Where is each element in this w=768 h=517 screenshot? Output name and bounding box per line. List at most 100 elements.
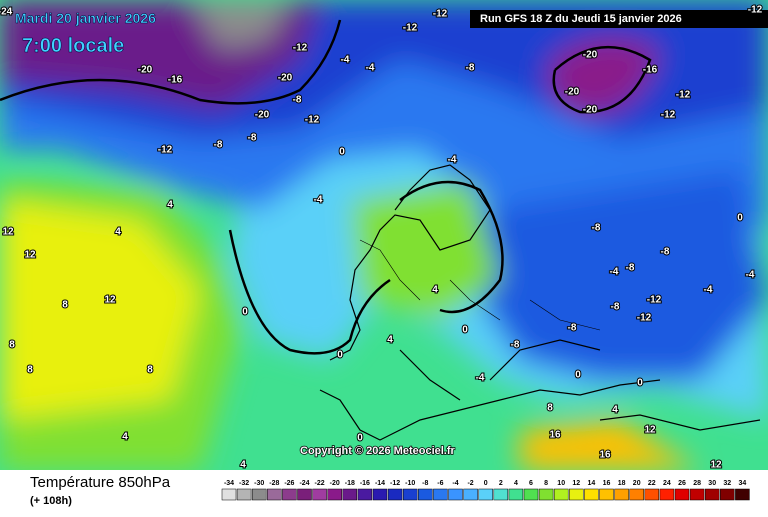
contour-label: 12 xyxy=(710,460,722,471)
scale-swatch xyxy=(599,488,614,501)
contour-label: -4 xyxy=(476,373,485,384)
scale-tick-label: 18 xyxy=(618,480,626,487)
contour-label: 4 xyxy=(612,405,618,416)
contour-label: -4 xyxy=(314,195,323,206)
scale-tick-label: 6 xyxy=(529,480,533,487)
contour-label: -4 xyxy=(448,155,457,166)
contour-label: -16 xyxy=(168,75,183,86)
scale-swatch xyxy=(357,488,373,501)
contour-label: -12 xyxy=(305,115,320,126)
scale-swatch xyxy=(236,488,252,501)
scale-tick-label: -32 xyxy=(239,480,249,487)
contour-label: -20 xyxy=(138,65,153,76)
scale-swatch xyxy=(221,488,237,501)
contour-label: 4 xyxy=(115,227,121,238)
scale-tick-label: 26 xyxy=(678,480,686,487)
contour-label: 16 xyxy=(599,450,611,461)
scale-swatch xyxy=(478,488,493,501)
contour-label: -8 xyxy=(626,263,635,274)
scale-swatch xyxy=(463,488,478,501)
contour-label: -12 xyxy=(748,5,763,16)
contour-label: 4 xyxy=(387,335,393,346)
scale-tick-label: 22 xyxy=(648,480,656,487)
scale-tick-label: 8 xyxy=(544,480,548,487)
contour-label: -12 xyxy=(158,145,173,156)
contour-label: -12 xyxy=(403,23,418,34)
contour-label: -12 xyxy=(676,90,691,101)
scale-tick-label: 12 xyxy=(572,480,580,487)
scale-swatch xyxy=(659,488,675,501)
scale-swatch xyxy=(493,488,509,501)
scale-tick-label: -10 xyxy=(405,480,415,487)
contour-label: -12 xyxy=(433,9,448,20)
scale-tick-label: -30 xyxy=(254,480,264,487)
contour-label: -8 xyxy=(466,63,475,74)
scale-tick-label: 0 xyxy=(484,480,488,487)
scale-tick-label: 14 xyxy=(588,480,596,487)
contour-label: 12 xyxy=(104,295,116,306)
scale-swatch xyxy=(674,488,690,501)
scale-swatch xyxy=(402,488,418,501)
scale-tick-label: 20 xyxy=(633,480,641,487)
scale-swatch xyxy=(553,488,569,501)
contour-label: -12 xyxy=(647,295,662,306)
scale-swatch xyxy=(387,488,403,501)
contour-label: -8 xyxy=(511,340,520,351)
contour-label: 12 xyxy=(2,227,14,238)
scale-swatch xyxy=(508,488,524,501)
scale-tick-label: 34 xyxy=(739,480,747,487)
contour-label: -12 xyxy=(637,313,652,324)
contour-label: 12 xyxy=(24,250,36,261)
scale-swatch xyxy=(372,488,388,501)
scale-tick-label: 24 xyxy=(663,480,671,487)
contour-label: -12 xyxy=(661,110,676,121)
scale-tick-label: -22 xyxy=(315,480,325,487)
map-date: Mardi 20 janvier 2026 xyxy=(15,10,156,26)
contour-label: -24 xyxy=(0,7,13,18)
scale-swatch xyxy=(644,488,660,501)
contour-label: 4 xyxy=(167,200,173,211)
contour-label: 8 xyxy=(147,365,153,376)
contour-label: -20 xyxy=(278,73,293,84)
color-scale: -34 -32 -30 -28 -26 -24 -22 -20 -18 -16 -14 -12 -10-… xyxy=(221,480,750,501)
scale-tick-label: 30 xyxy=(708,480,716,487)
contour-label: -16 xyxy=(643,65,658,76)
contour-label: -20 xyxy=(583,50,598,61)
contour-label: -20 xyxy=(583,105,598,116)
contour-label: -20 xyxy=(255,110,270,121)
contour-label: 4 xyxy=(122,432,128,443)
contour-label: 0 xyxy=(242,307,248,318)
contour-label: 12 xyxy=(644,425,656,436)
scale-swatch xyxy=(735,488,750,501)
contour-label: -8 xyxy=(248,133,257,144)
scale-tick-label: -12 xyxy=(390,480,400,487)
contour-label: 0 xyxy=(637,378,643,389)
scale-swatch xyxy=(297,488,312,501)
contour-label: 8 xyxy=(547,403,553,414)
contour-label: -8 xyxy=(293,95,302,106)
contour-label: 0 xyxy=(575,370,581,381)
contour-label: -4 xyxy=(366,63,375,74)
scale-swatch xyxy=(569,488,584,501)
scale-tick-label: 16 xyxy=(603,480,611,487)
scale-swatch xyxy=(720,488,735,501)
scale-swatch xyxy=(704,488,720,501)
scale-tick-label: -26 xyxy=(284,480,294,487)
contour-label: 0 xyxy=(737,213,743,224)
contour-label: 16 xyxy=(549,430,561,441)
scale-swatch xyxy=(418,488,433,501)
scale-tick-label: -2 xyxy=(467,480,473,487)
scale-tick-label: 28 xyxy=(693,480,701,487)
scale-swatch xyxy=(614,488,629,501)
map-field xyxy=(0,0,768,470)
contour-label: -4 xyxy=(341,55,350,66)
scale-tick-label: 32 xyxy=(723,480,731,487)
scale-tick-label: -24 xyxy=(299,480,309,487)
contour-label: -4 xyxy=(610,267,619,278)
scale-swatch xyxy=(342,488,358,501)
contour-label: 0 xyxy=(339,147,345,158)
scale-tick-label: -16 xyxy=(360,480,370,487)
contour-label: -20 xyxy=(565,87,580,98)
contour-label: 4 xyxy=(432,285,438,296)
